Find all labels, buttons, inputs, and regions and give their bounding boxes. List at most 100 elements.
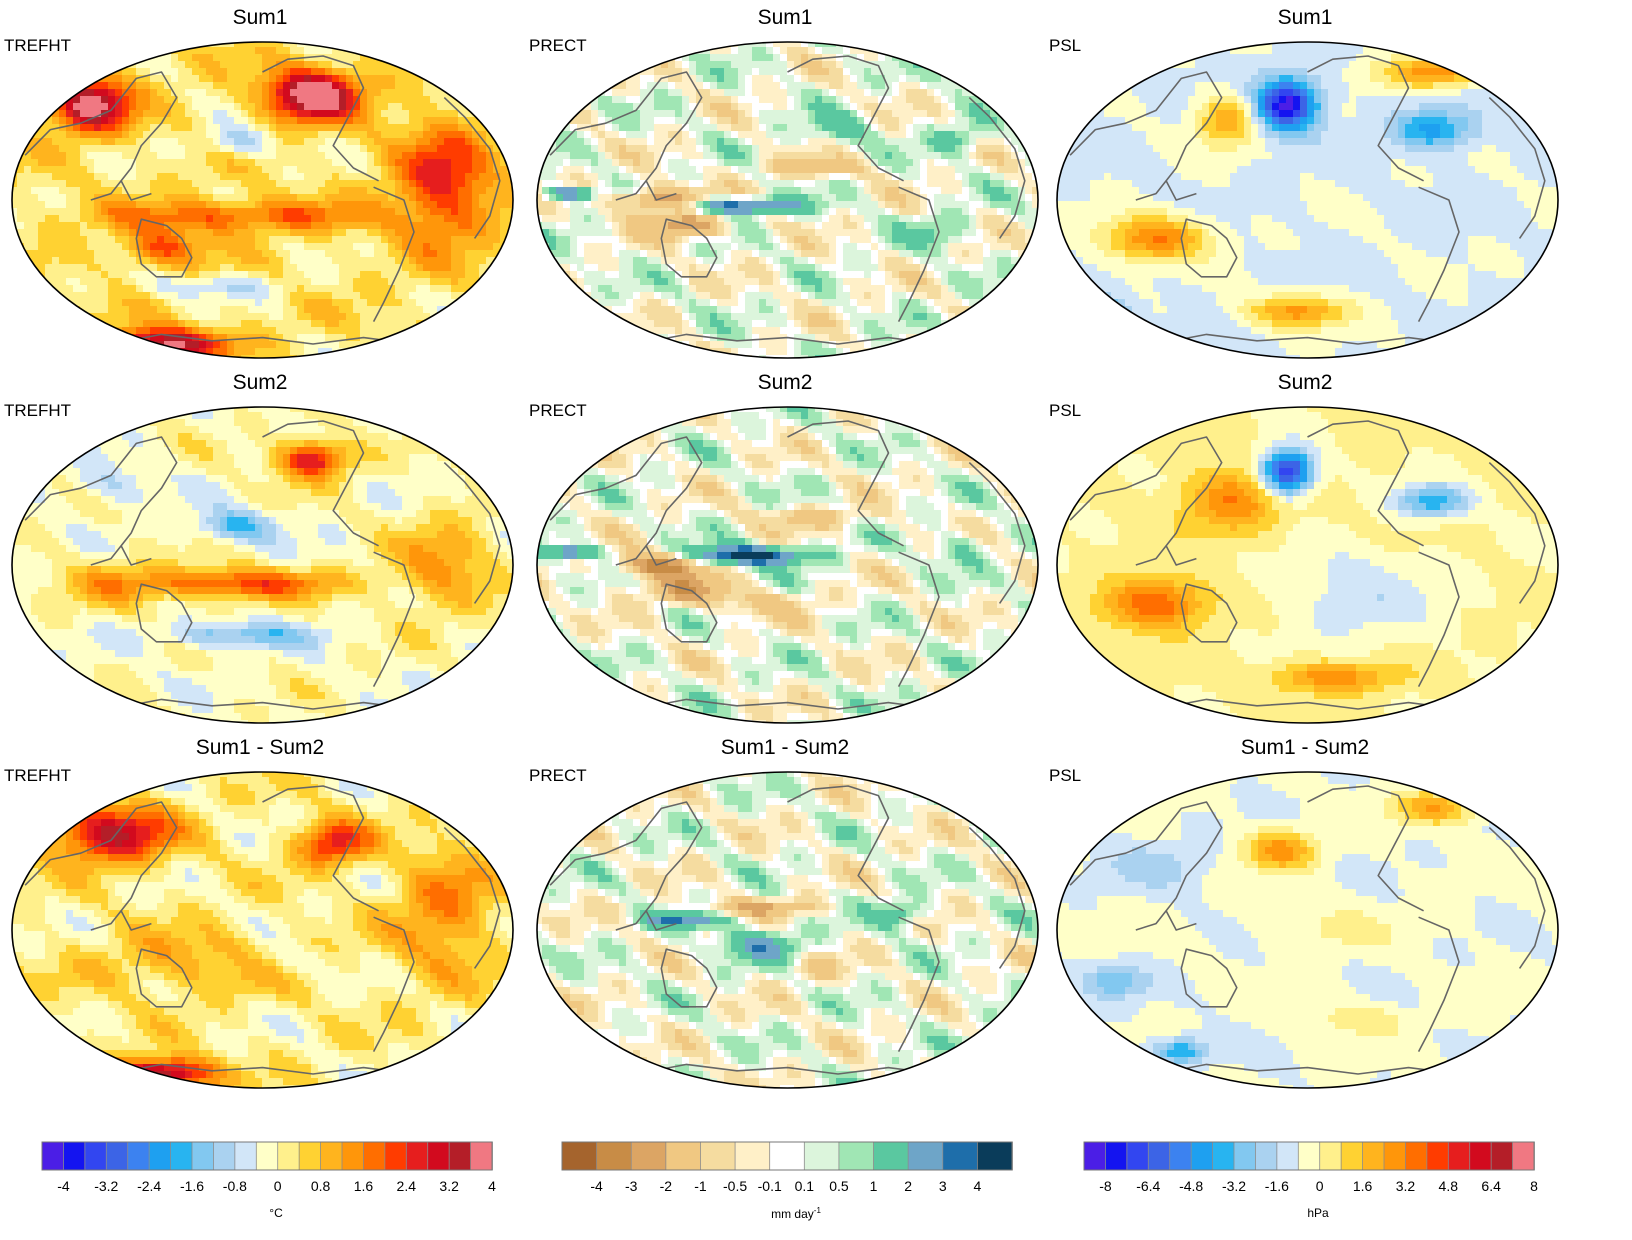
field-cell [367, 145, 375, 153]
field-cell [276, 313, 284, 321]
field-cell [920, 180, 928, 188]
field-cell [486, 327, 494, 335]
field-cell [836, 89, 844, 97]
field-cell [339, 208, 347, 216]
field-cell [500, 54, 508, 62]
field-cell [339, 341, 347, 349]
field-cell [31, 173, 39, 181]
field-cell [500, 117, 508, 125]
field-cell [374, 334, 382, 342]
field-cell [507, 257, 513, 265]
field-cell [122, 145, 130, 153]
field-cell [941, 138, 949, 146]
field-cell [24, 152, 32, 160]
field-cell [934, 152, 942, 160]
field-cell [486, 159, 494, 167]
field-cell [353, 145, 361, 153]
field-cell [220, 152, 228, 160]
field-cell [570, 96, 578, 104]
field-cell [423, 42, 431, 48]
field-cell [472, 229, 480, 237]
field-cell [458, 75, 466, 83]
field-cell [122, 278, 130, 286]
field-cell [514, 257, 515, 265]
field-cell [605, 75, 613, 83]
field-cell [199, 271, 207, 279]
field-cell [605, 61, 613, 69]
field-cell [108, 89, 116, 97]
field-cell [500, 61, 508, 69]
field-cell [80, 355, 88, 358]
field-cell [486, 348, 494, 356]
field-cell [871, 138, 879, 146]
field-cell [269, 42, 277, 48]
field-cell [185, 271, 193, 279]
field-cell [206, 138, 214, 146]
field-cell [537, 96, 543, 104]
field-cell [787, 131, 795, 139]
field-cell [395, 47, 403, 55]
field-cell [654, 42, 662, 48]
field-cell [94, 131, 102, 139]
field-cell [696, 68, 704, 76]
field-cell [66, 131, 74, 139]
field-cell [941, 61, 949, 69]
field-cell [45, 292, 53, 300]
field-cell [220, 138, 228, 146]
field-cell [248, 110, 256, 118]
field-cell [871, 82, 879, 90]
field-cell [234, 313, 242, 321]
field-cell [542, 173, 550, 181]
field-cell [339, 187, 347, 195]
field-cell [59, 61, 67, 69]
field-cell [584, 82, 592, 90]
field-cell [458, 124, 466, 132]
field-cell [955, 117, 963, 125]
field-cell [269, 89, 277, 97]
field-cell [227, 89, 235, 97]
field-cell [780, 187, 788, 195]
field-cell [451, 96, 459, 104]
field-cell [766, 68, 774, 76]
field-cell [381, 250, 389, 258]
field-cell [759, 47, 767, 55]
field-cell [136, 89, 144, 97]
field-cell [31, 257, 39, 265]
field-cell [472, 42, 480, 48]
field-cell [283, 222, 291, 230]
field-cell [479, 264, 487, 272]
field-cell [710, 187, 718, 195]
field-cell [339, 180, 347, 188]
field-cell [941, 54, 949, 62]
field-cell [1032, 103, 1038, 111]
field-cell [220, 327, 228, 335]
field-cell [304, 229, 312, 237]
field-cell [696, 110, 704, 118]
field-cell [367, 229, 375, 237]
field-cell [150, 82, 158, 90]
field-cell [395, 75, 403, 83]
field-cell [759, 159, 767, 167]
field-cell [269, 61, 277, 69]
field-cell [38, 243, 46, 251]
field-cell [178, 215, 186, 223]
field-cell [829, 89, 837, 97]
field-cell [402, 68, 410, 76]
field-cell [1018, 117, 1026, 125]
field-cell [31, 89, 39, 97]
field-cell [997, 75, 1005, 83]
field-cell [290, 222, 298, 230]
field-cell [339, 327, 347, 335]
field-cell [199, 61, 207, 69]
field-cell [59, 138, 67, 146]
field-cell [360, 138, 368, 146]
field-cell [780, 124, 788, 132]
field-cell [129, 285, 137, 293]
field-cell [976, 124, 984, 132]
field-cell [241, 299, 249, 307]
field-cell [248, 54, 256, 62]
field-cell [479, 299, 487, 307]
field-cell [66, 243, 74, 251]
field-cell [185, 145, 193, 153]
field-cell [969, 47, 977, 55]
